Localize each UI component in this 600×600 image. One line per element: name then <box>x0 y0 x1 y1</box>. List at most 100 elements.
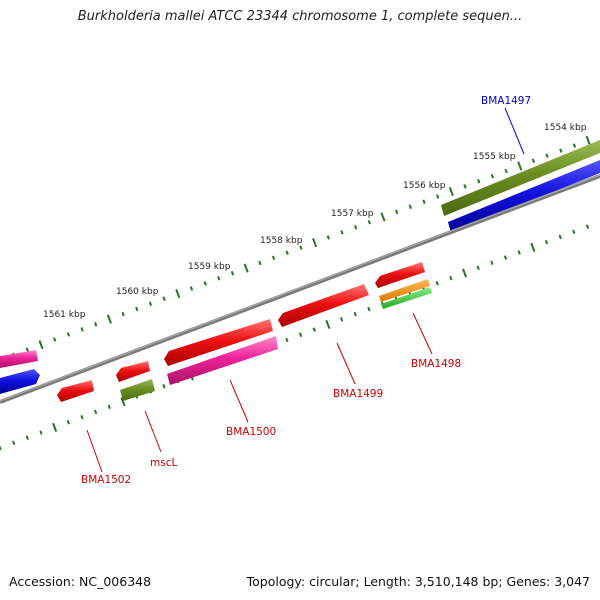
tick-label-1560: 1560 kbp <box>116 287 159 297</box>
major-tick <box>52 422 58 432</box>
minor-tick <box>545 153 549 158</box>
gene-label-bma1498[interactable]: BMA1498 <box>411 358 461 370</box>
minor-tick <box>94 322 98 327</box>
minor-tick <box>339 317 344 322</box>
leader-bma1498 <box>412 312 433 355</box>
minor-tick <box>559 148 563 153</box>
minor-tick <box>408 204 412 210</box>
minor-tick <box>258 260 262 266</box>
minor-tick <box>162 384 166 389</box>
minor-tick <box>476 265 480 271</box>
tick-label-1556: 1556 kbp <box>403 181 446 191</box>
gene-bma1497-blue[interactable] <box>448 160 600 233</box>
major-tick <box>325 319 331 330</box>
gene-label-bma1502[interactable]: BMA1502 <box>81 474 131 486</box>
minor-tick <box>162 296 166 301</box>
map-title: Burkholderia mallei ATCC 23344 chromosom… <box>77 9 523 24</box>
outer-tick-track <box>0 135 591 363</box>
major-tick <box>312 237 318 248</box>
tick-label-1555: 1555 kbp <box>473 152 516 162</box>
minor-tick <box>558 234 562 240</box>
gene-bma1500-pink[interactable] <box>167 336 278 385</box>
minor-tick <box>477 179 481 184</box>
tick-label-1557: 1557 kbp <box>331 209 374 219</box>
gene-left-blue[interactable] <box>0 369 40 394</box>
minor-tick <box>25 347 30 353</box>
minor-tick <box>572 143 577 148</box>
minor-tick <box>80 327 84 332</box>
minor-tick <box>93 409 98 415</box>
minor-tick <box>367 306 371 312</box>
minor-tick <box>326 235 330 240</box>
minor-tick <box>544 239 549 245</box>
gene-bma1499-red[interactable] <box>278 284 369 327</box>
gene-bma1497-olive[interactable] <box>441 140 600 216</box>
minor-tick <box>217 276 221 281</box>
minor-tick <box>353 311 357 317</box>
minor-tick <box>25 435 29 440</box>
minor-tick <box>189 286 194 291</box>
minor-tick <box>203 281 207 286</box>
minor-tick <box>353 225 358 230</box>
tick-label-1558: 1558 kbp <box>260 236 303 246</box>
minor-tick <box>285 337 289 343</box>
major-tick <box>462 268 468 278</box>
gene-bma1498-red[interactable] <box>375 262 425 288</box>
major-tick <box>380 212 386 222</box>
minor-tick <box>12 440 16 446</box>
major-tick <box>517 161 523 171</box>
minor-tick <box>39 430 43 435</box>
gene-bma1500-red[interactable] <box>164 319 273 366</box>
tick-label-1561: 1561 kbp <box>43 310 86 320</box>
gene-bma1498-orange[interactable] <box>379 279 430 302</box>
minor-tick <box>271 255 276 261</box>
topology-text: Topology: circular; Length: 3,510,148 bp… <box>246 574 590 589</box>
minor-tick <box>121 311 125 317</box>
major-tick <box>530 242 536 252</box>
leader-bma1499 <box>336 342 356 385</box>
tick-label-1554: 1554 kbp <box>544 123 587 133</box>
major-tick <box>175 289 181 299</box>
minor-tick <box>230 270 235 276</box>
gene-label-bma1500[interactable]: BMA1500 <box>226 426 276 438</box>
gene-bma1498-green[interactable] <box>381 287 432 309</box>
minor-tick <box>395 209 399 215</box>
minor-tick <box>312 327 316 332</box>
major-tick <box>585 135 591 145</box>
minor-tick <box>490 173 495 179</box>
tick-label-1559: 1559 kbp <box>188 262 231 272</box>
minor-tick <box>367 219 371 225</box>
gene-label-bma1499[interactable]: BMA1499 <box>333 388 383 400</box>
leader-bma1500 <box>229 379 249 423</box>
accession-text: Accession: NC_006348 <box>9 574 152 589</box>
gene-left-pink[interactable] <box>0 350 38 368</box>
minor-tick <box>435 281 439 286</box>
major-tick <box>120 397 126 407</box>
minor-tick <box>299 245 303 250</box>
gene-label-bma1497[interactable]: BMA1497 <box>481 95 531 107</box>
minor-tick <box>585 224 590 229</box>
gene-label-mscl[interactable]: mscL <box>150 457 177 469</box>
minor-tick <box>490 260 494 265</box>
minor-tick <box>531 158 536 164</box>
minor-tick <box>504 168 508 174</box>
tick-labels: 1554 kbp 1555 kbp 1556 kbp 1557 kbp 1558… <box>43 123 587 320</box>
major-tick <box>448 186 454 197</box>
minor-tick <box>449 275 453 281</box>
minor-tick <box>503 255 508 260</box>
leader-bma1497 <box>504 107 525 155</box>
minor-tick <box>53 337 57 342</box>
minor-tick <box>463 184 467 189</box>
minor-tick <box>436 194 440 199</box>
leader-bma1502 <box>86 429 103 473</box>
gene-bma1502-red[interactable] <box>57 380 94 402</box>
leader-mscl <box>144 410 162 453</box>
minor-tick <box>285 250 289 255</box>
minor-tick <box>298 332 303 338</box>
gene-mscl-red[interactable] <box>116 361 150 382</box>
minor-tick <box>135 306 139 312</box>
minor-tick <box>422 199 426 204</box>
gene-mscl-olive[interactable] <box>120 379 155 401</box>
minor-tick <box>572 229 576 235</box>
